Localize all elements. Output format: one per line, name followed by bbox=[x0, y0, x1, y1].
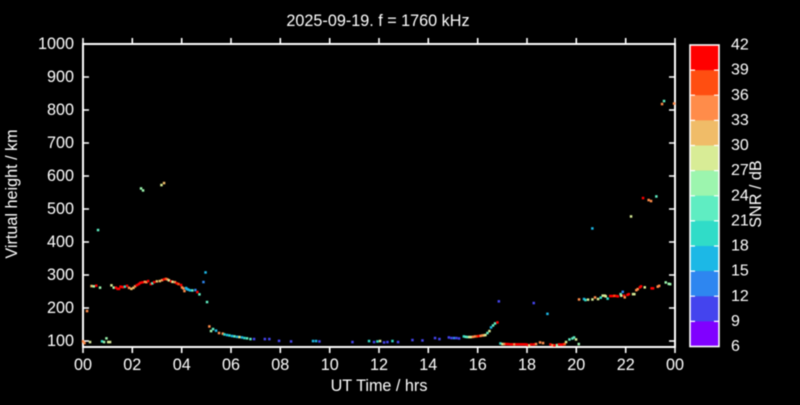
svg-text:33: 33 bbox=[731, 112, 749, 129]
svg-text:00: 00 bbox=[74, 356, 92, 374]
svg-text:04: 04 bbox=[173, 356, 191, 374]
svg-text:200: 200 bbox=[47, 299, 74, 317]
svg-text:20: 20 bbox=[567, 356, 585, 374]
svg-text:Virtual height / km: Virtual height / km bbox=[3, 129, 21, 258]
svg-text:12: 12 bbox=[370, 356, 388, 374]
svg-text:SNR / dB: SNR / dB bbox=[747, 160, 765, 227]
svg-text:300: 300 bbox=[47, 266, 74, 284]
svg-text:30: 30 bbox=[731, 137, 749, 154]
svg-text:14: 14 bbox=[419, 356, 437, 374]
svg-text:100: 100 bbox=[47, 332, 74, 350]
svg-text:12: 12 bbox=[731, 288, 749, 305]
svg-text:21: 21 bbox=[731, 213, 749, 230]
svg-text:800: 800 bbox=[47, 101, 74, 119]
svg-text:6: 6 bbox=[731, 338, 740, 355]
svg-text:500: 500 bbox=[47, 200, 74, 218]
svg-text:18: 18 bbox=[731, 238, 749, 255]
svg-text:700: 700 bbox=[47, 134, 74, 152]
svg-text:2025-09-19. f = 1760 kHz: 2025-09-19. f = 1760 kHz bbox=[286, 12, 469, 30]
svg-text:39: 39 bbox=[731, 62, 749, 79]
svg-text:1000: 1000 bbox=[38, 35, 74, 53]
svg-text:900: 900 bbox=[47, 68, 74, 86]
svg-text:9: 9 bbox=[731, 313, 740, 330]
svg-text:16: 16 bbox=[469, 356, 487, 374]
svg-text:02: 02 bbox=[123, 356, 141, 374]
svg-text:00: 00 bbox=[666, 356, 684, 374]
svg-text:08: 08 bbox=[271, 356, 289, 374]
svg-text:15: 15 bbox=[731, 263, 749, 280]
svg-text:22: 22 bbox=[617, 356, 635, 374]
svg-text:600: 600 bbox=[47, 167, 74, 185]
svg-text:400: 400 bbox=[47, 233, 74, 251]
svg-text:27: 27 bbox=[731, 162, 749, 179]
svg-text:UT Time / hrs: UT Time / hrs bbox=[331, 377, 428, 395]
svg-text:36: 36 bbox=[731, 87, 749, 104]
svg-text:42: 42 bbox=[731, 37, 749, 54]
svg-text:18: 18 bbox=[518, 356, 536, 374]
svg-text:10: 10 bbox=[321, 356, 339, 374]
svg-text:24: 24 bbox=[731, 187, 749, 204]
svg-text:06: 06 bbox=[222, 356, 240, 374]
